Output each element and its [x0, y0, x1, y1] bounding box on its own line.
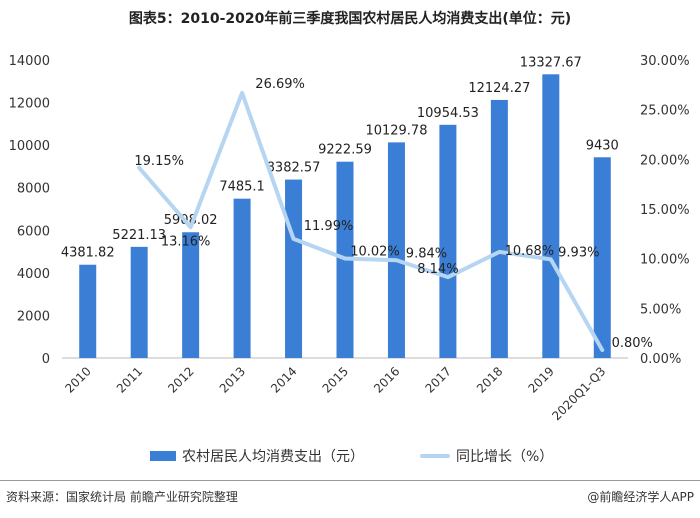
line-value-label: 11.99% — [304, 219, 354, 234]
y-left-tick-label: 6000 — [17, 224, 50, 239]
legend-bar-swatch — [150, 451, 176, 461]
bar — [130, 246, 148, 358]
line-value-label: 9.84% — [406, 246, 447, 261]
bar-value-label: 4381.82 — [61, 246, 115, 261]
x-tick-label: 2014 — [268, 364, 299, 395]
bar-value-label: 13327.67 — [520, 55, 582, 70]
bar — [542, 74, 560, 358]
y-right-tick-label: 5.00% — [640, 302, 681, 317]
x-tick-label: 2015 — [320, 364, 351, 395]
y-left-tick-label: 8000 — [17, 182, 50, 197]
line-labels: 19.15% 13.16% 26.69% 11.99% 10.02% 9.84%8.14%… — [134, 77, 653, 351]
y-left-tick-label: 2000 — [17, 309, 50, 324]
y-left-tick-label: 14000 — [9, 54, 50, 69]
legend-bar-label: 农村居民人均消费支出（元） — [182, 449, 364, 465]
y-right-tick-label: 15.00% — [640, 203, 690, 218]
bar-value-label: 5221.13 — [112, 228, 166, 243]
bar — [387, 142, 405, 358]
x-tick-label: 2013 — [217, 364, 248, 395]
bar — [233, 198, 251, 358]
line-value-label: 13.16% — [161, 234, 211, 249]
bar-value-label: 12124.27 — [468, 81, 530, 96]
bar-value-label: 8382.57 — [267, 161, 321, 176]
chart-title: 图表5：2010-2020年前三季度我国农村居民人均消费支出(单位：元) — [128, 11, 572, 27]
legend-item-bar: 农村居民人均消费支出（元） — [150, 446, 364, 466]
y-left-tick-label: 10000 — [9, 139, 50, 154]
x-tick-label: 2017 — [423, 364, 454, 395]
y-right-tick-label: 30.00% — [640, 54, 690, 69]
bar-value-label: 10954.53 — [417, 106, 479, 121]
y-right-tick-label: 0.00% — [640, 352, 681, 367]
bar-value-label: 10129.78 — [365, 123, 427, 138]
y-left-tick-label: 4000 — [17, 267, 50, 282]
x-tick-label: 2020Q1-Q3 — [549, 364, 608, 423]
x-tick-label: 2010 — [62, 364, 93, 395]
legend-line-label: 同比增长（%） — [456, 449, 554, 465]
legend-item-line: 同比增长（%） — [420, 446, 553, 466]
bar — [182, 232, 200, 358]
x-tick-label: 2019 — [525, 364, 556, 395]
line-value-label: 26.69% — [255, 77, 305, 92]
line-value-label: 0.80% — [612, 336, 653, 351]
x-tick-label: 2018 — [474, 364, 505, 395]
y-left-tick-label: 12000 — [9, 97, 50, 112]
y-left-tick-label: 0 — [42, 352, 50, 367]
brand-credit: @前瞻经济学人APP — [587, 490, 694, 504]
y-right-tick-label: 25.00% — [640, 104, 690, 119]
bar-value-label: 5908.02 — [164, 213, 218, 228]
line-value-label: 9.93% — [558, 245, 599, 260]
bar-value-label: 9430 — [586, 138, 619, 153]
bar — [490, 99, 508, 358]
line-series — [137, 90, 605, 353]
bar-value-label: 7485.1 — [219, 180, 265, 195]
growth-line — [137, 90, 605, 353]
x-tick-label: 2011 — [114, 364, 145, 395]
bar — [79, 264, 97, 358]
line-value-label: 8.14% — [417, 262, 458, 277]
source-note: 资料来源：国家统计局 前瞻产业研究院整理 — [6, 490, 238, 504]
y-right-tick-label: 10.00% — [640, 253, 690, 268]
y-right-tick-label: 20.00% — [640, 153, 690, 168]
legend: 农村居民人均消费支出（元） 同比增长（%） — [0, 446, 700, 466]
line-value-label: 10.68% — [505, 244, 555, 259]
bar — [593, 157, 611, 358]
line-value-label: 19.15% — [134, 154, 184, 169]
bar — [285, 179, 303, 358]
bar-series — [79, 74, 611, 358]
legend-line-swatch — [420, 454, 450, 458]
line-value-label: 10.02% — [350, 244, 400, 259]
x-tick-label: 2016 — [371, 364, 402, 395]
bar — [439, 124, 457, 358]
x-tick-label: 2012 — [165, 364, 196, 395]
bar-value-label: 9222.59 — [318, 143, 372, 158]
footer-divider — [0, 480, 700, 481]
